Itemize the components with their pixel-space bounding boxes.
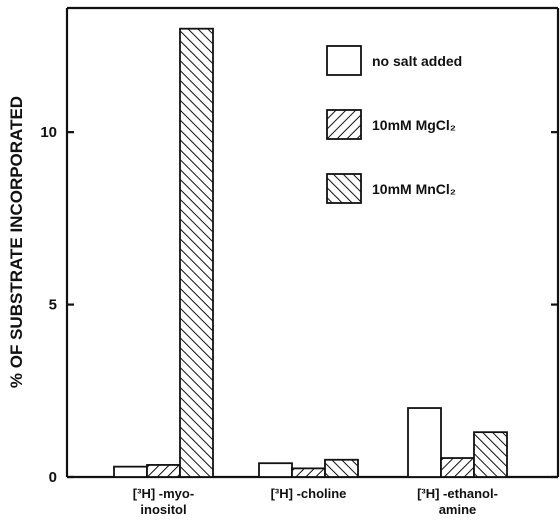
- bar-series1-cat2: [440, 457, 475, 478]
- bar-series0-cat0: [113, 465, 148, 478]
- category-label-0-line2: inositol: [140, 502, 186, 517]
- bar-series2-cat1: [324, 458, 359, 478]
- bar-series0-cat1: [258, 462, 293, 478]
- bar-series2-cat2: [473, 431, 508, 478]
- y-tick-label-10: 10: [40, 124, 57, 141]
- plot-frame: [65, 6, 560, 479]
- category-label-2-line2: amine: [439, 502, 477, 517]
- y-tick-label-5: 5: [49, 297, 57, 314]
- legend-swatch-1: [326, 109, 362, 140]
- bar-series2-cat0: [179, 27, 214, 478]
- bar-series1-cat1: [291, 467, 326, 478]
- y-tick-label-0: 0: [49, 469, 57, 486]
- legend-swatch-0: [326, 45, 362, 76]
- category-label-1: [³H] -choline: [271, 486, 347, 501]
- category-labels: [³H] -myo-inositol [³H] -choline [³H] -eth…: [133, 486, 498, 517]
- legend-swatch-2: [326, 173, 362, 204]
- legend-label-1: 10mM MgCl₂: [372, 117, 456, 133]
- y-ticks: 0 5 10: [40, 124, 558, 486]
- bars: [113, 27, 508, 478]
- legend-label-0: no salt added: [372, 53, 462, 69]
- category-label-0: [³H] -myo-: [133, 486, 194, 501]
- y-axis-label: % OF SUBSTRATE INCORPORATED: [7, 96, 26, 388]
- legend-label-2: 10mM MnCl₂: [372, 181, 456, 197]
- legend: no salt added 10mM MgCl₂ 10mM MnCl₂: [326, 45, 462, 204]
- category-label-2: [³H] -ethanol-: [417, 486, 498, 501]
- bar-series1-cat0: [146, 464, 181, 478]
- bar-series0-cat2: [407, 407, 442, 478]
